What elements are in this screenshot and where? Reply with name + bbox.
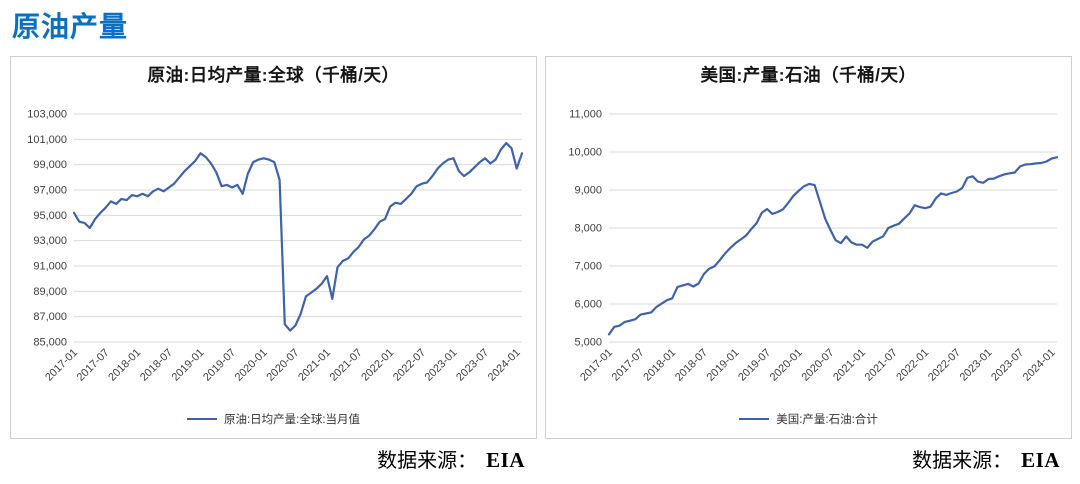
svg-text:2022-01: 2022-01 <box>359 347 396 384</box>
svg-text:2023-01: 2023-01 <box>958 347 995 384</box>
svg-text:2023-07: 2023-07 <box>989 347 1026 384</box>
svg-text:8,000: 8,000 <box>574 223 602 235</box>
chart-card-us-petroleum: 美国:产量:石油（千桶/天） 5,000 6,000 7,000 8,000 9,000… <box>545 56 1072 439</box>
svg-text:10,000: 10,000 <box>568 147 602 159</box>
svg-text:101,000: 101,000 <box>27 134 67 146</box>
svg-text:2020-01: 2020-01 <box>768 347 805 384</box>
svg-text:95,000: 95,000 <box>33 210 67 222</box>
svg-text:2022-01: 2022-01 <box>894 347 931 384</box>
page-title: 原油产量 <box>12 11 129 42</box>
svg-text:6,000: 6,000 <box>574 299 602 311</box>
svg-text:91,000: 91,000 <box>33 261 67 273</box>
svg-text:2018-07: 2018-07 <box>673 347 710 384</box>
svg-text:2022-07: 2022-07 <box>926 347 963 384</box>
legend-label: 原油:日均产量:全球:当月值 <box>223 414 361 426</box>
data-source-value: EIA <box>486 448 525 472</box>
svg-text:2020-07: 2020-07 <box>264 347 301 384</box>
svg-text:2019-01: 2019-01 <box>170 347 207 384</box>
data-source-left: 数据来源： EIA <box>10 444 537 473</box>
chart-title-global: 原油:日均产量:全球（千桶/天） <box>147 65 400 85</box>
data-source-label: 数据来源： <box>377 450 478 472</box>
svg-text:2018-01: 2018-01 <box>106 347 143 384</box>
svg-text:2023-01: 2023-01 <box>423 347 460 384</box>
chart-title-us: 美国:产量:石油（千桶/天） <box>700 65 917 85</box>
svg-text:7,000: 7,000 <box>574 261 602 273</box>
svg-text:2017-01: 2017-01 <box>578 347 615 384</box>
svg-text:2019-07: 2019-07 <box>201 347 238 384</box>
svg-text:5,000: 5,000 <box>574 337 602 349</box>
line-chart-us-petroleum: 5,000 6,000 7,000 8,000 9,000 10,000 11,000 201… <box>568 109 1059 384</box>
legend-label: 美国:产量:石油:合计 <box>776 414 878 426</box>
svg-text:2021-07: 2021-07 <box>328 347 365 384</box>
svg-text:2018-07: 2018-07 <box>138 347 175 384</box>
chart-card-global-crude: 原油:日均产量:全球（千桶/天） 85,000 87,000 89,000 91,00… <box>10 56 537 439</box>
legend-line-swatch <box>739 418 770 420</box>
svg-text:2024-01: 2024-01 <box>486 347 523 384</box>
svg-text:2017-01: 2017-01 <box>43 347 80 384</box>
legend-line-swatch <box>186 418 217 420</box>
svg-text:2022-07: 2022-07 <box>391 347 428 384</box>
charts-row: 原油:日均产量:全球（千桶/天） 85,000 87,000 89,000 91,00… <box>10 56 1072 439</box>
svg-text:87,000: 87,000 <box>33 311 67 323</box>
svg-text:2020-01: 2020-01 <box>233 347 270 384</box>
svg-text:99,000: 99,000 <box>33 159 67 171</box>
legend-us: 美国:产量:石油:合计 <box>739 411 878 427</box>
svg-text:103,000: 103,000 <box>27 109 67 121</box>
svg-text:2020-07: 2020-07 <box>799 347 836 384</box>
svg-text:2019-07: 2019-07 <box>736 347 773 384</box>
svg-text:2017-07: 2017-07 <box>75 347 112 384</box>
svg-text:2021-07: 2021-07 <box>863 347 900 384</box>
svg-text:93,000: 93,000 <box>33 235 67 247</box>
svg-text:2017-07: 2017-07 <box>610 347 647 384</box>
svg-text:97,000: 97,000 <box>33 185 67 197</box>
svg-text:85,000: 85,000 <box>33 337 67 349</box>
sources-row: 数据来源： EIA 数据来源： EIA <box>10 444 1072 473</box>
data-source-right: 数据来源： EIA <box>545 444 1072 473</box>
legend-global: 原油:日均产量:全球:当月值 <box>186 411 361 427</box>
data-source-value: EIA <box>1021 448 1060 472</box>
svg-text:11,000: 11,000 <box>569 109 602 121</box>
svg-text:2019-01: 2019-01 <box>705 347 742 384</box>
svg-text:2023-07: 2023-07 <box>454 347 491 384</box>
svg-text:2024-01: 2024-01 <box>1021 347 1058 384</box>
line-chart-global-crude: 85,000 87,000 89,000 91,000 93,000 95,000 97,0… <box>27 109 524 384</box>
svg-text:2021-01: 2021-01 <box>296 347 333 384</box>
data-source-label: 数据来源： <box>912 450 1013 472</box>
svg-text:2018-01: 2018-01 <box>641 347 678 384</box>
svg-text:2021-01: 2021-01 <box>831 347 868 384</box>
svg-text:9,000: 9,000 <box>574 185 602 197</box>
svg-text:89,000: 89,000 <box>33 286 67 298</box>
